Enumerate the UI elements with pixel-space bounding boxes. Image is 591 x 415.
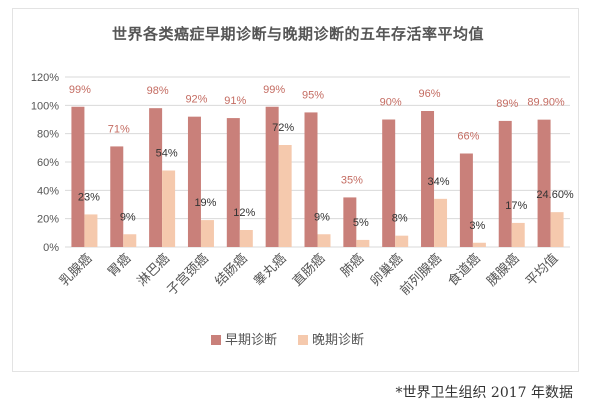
data-label-late: 23% [78,191,100,203]
chart-frame: 世界各类癌症早期诊断与晚期诊断的五年存活率平均值 0% 20% 40% 60% 80% 1… [12,8,579,372]
data-label-early: 99% [69,84,91,96]
x-tick-label: 直肠癌 [289,251,328,290]
legend-swatch [211,335,221,345]
data-label-early: 99% [263,84,285,96]
bar-early [382,119,396,247]
bar-late [162,170,176,247]
data-label-early: 92% [185,94,207,106]
bar-late [84,214,98,247]
bar-early [459,153,473,247]
data-label-late: 19% [194,197,216,209]
data-label-late: 72% [272,122,294,134]
data-label-late: 3% [469,220,485,232]
data-label-early: 35% [341,174,363,186]
data-label-early: 95% [302,89,324,101]
legend-label: 晚期诊断 [312,333,364,348]
bar-early [187,116,201,248]
data-label-late: 34% [428,176,450,188]
y-tick-label: 60% [37,157,59,169]
data-label-late: 12% [233,207,255,219]
data-label-late: 54% [156,148,178,160]
y-tick-label: 100% [31,100,59,112]
bar-early [421,111,435,247]
y-tick-label: 120% [31,72,59,84]
x-tick-label: 平均值 [523,251,562,290]
x-tick-label: 淋巴癌 [134,251,173,290]
bar-early [265,106,279,247]
bar-late [356,239,370,247]
bar-early [343,197,357,247]
data-label-early: 89.90% [527,97,565,109]
y-tick-label: 40% [37,185,59,197]
x-tick-label: 前列腺癌 [397,251,445,299]
bar-late [550,212,564,247]
data-label-early: 90% [380,97,402,109]
x-tick-label: 肺癌 [337,251,367,281]
data-label-early: 96% [419,88,441,100]
x-tick-label: 子宫颈癌 [164,251,212,299]
y-tick-label: 80% [37,129,59,141]
legend-swatch [298,335,308,345]
x-tick-label: 卵巢癌 [367,251,406,290]
bar-early [110,146,124,247]
bar-early [149,108,163,248]
bar-early [71,106,85,247]
bar-early [226,118,240,247]
bar-late [472,242,486,247]
bar-late [511,222,525,247]
data-label-early: 98% [147,85,169,97]
legend-label: 早期诊断 [225,333,277,348]
bar-late [395,235,409,247]
bar-early [537,119,551,247]
data-label-late: 24.60% [536,189,574,201]
data-label-late: 5% [353,217,369,229]
data-label-early: 91% [224,95,246,107]
data-label-late: 8% [392,213,408,225]
bar-late [278,145,292,247]
data-label-late: 9% [120,211,136,223]
bar-early [304,112,318,248]
data-label-late: 9% [314,211,330,223]
data-label-early: 66% [457,131,479,143]
x-tick-label: 胰腺癌 [484,251,523,290]
y-tick-label: 0% [43,242,59,254]
bar-late [123,234,137,247]
y-tick-label: 20% [37,214,59,226]
x-tick-label: 食道癌 [445,251,484,290]
bar-late [317,234,331,247]
bar-late [434,198,448,247]
bar-early [498,120,512,247]
chart-title: 世界各类癌症早期诊断与晚期诊断的五年存活率平均值 [112,25,484,43]
bar-late [239,230,253,247]
footnote: *世界卫生组织 2017 年数据 [395,385,573,401]
x-tick-label: 乳腺癌 [56,251,95,290]
data-label-late: 17% [505,200,527,212]
bar-late [200,220,214,247]
x-tick-label: 睾丸癌 [251,251,290,290]
x-tick-label: 结肠癌 [212,251,251,290]
data-label-early: 89% [496,98,518,110]
bar-chart: 世界各类癌症早期诊断与晚期诊断的五年存活率平均值 0% 20% 40% 60% 80% 1… [31,25,574,348]
data-label-early: 71% [108,123,130,135]
x-tick-label: 胃癌 [104,251,134,281]
